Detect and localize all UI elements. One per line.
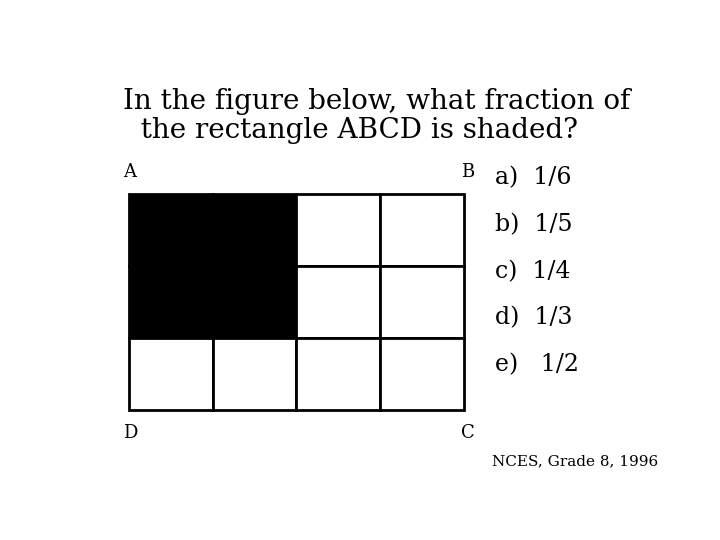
Text: A: A: [124, 163, 137, 181]
Text: C: C: [461, 424, 474, 442]
Bar: [380, 194, 464, 266]
Bar: [213, 266, 297, 338]
Text: B: B: [461, 163, 474, 181]
Bar: [297, 338, 380, 410]
Bar: [380, 338, 464, 410]
Bar: [213, 194, 297, 266]
Text: c)  1/4: c) 1/4: [495, 260, 570, 283]
Text: b)  1/5: b) 1/5: [495, 213, 572, 236]
Bar: [297, 194, 380, 266]
Bar: [129, 266, 213, 338]
Text: a)  1/6: a) 1/6: [495, 167, 571, 190]
Bar: [213, 338, 297, 410]
Text: the rectangle ABCD is shaded?: the rectangle ABCD is shaded?: [124, 117, 578, 144]
Bar: [380, 266, 464, 338]
Bar: [129, 338, 213, 410]
Text: NCES, Grade 8, 1996: NCES, Grade 8, 1996: [492, 454, 658, 468]
Text: D: D: [124, 424, 138, 442]
Text: In the figure below, what fraction of: In the figure below, what fraction of: [124, 87, 631, 114]
Text: e)   1/2: e) 1/2: [495, 353, 579, 376]
Bar: [129, 194, 213, 266]
Bar: [297, 266, 380, 338]
Text: d)  1/3: d) 1/3: [495, 306, 572, 329]
